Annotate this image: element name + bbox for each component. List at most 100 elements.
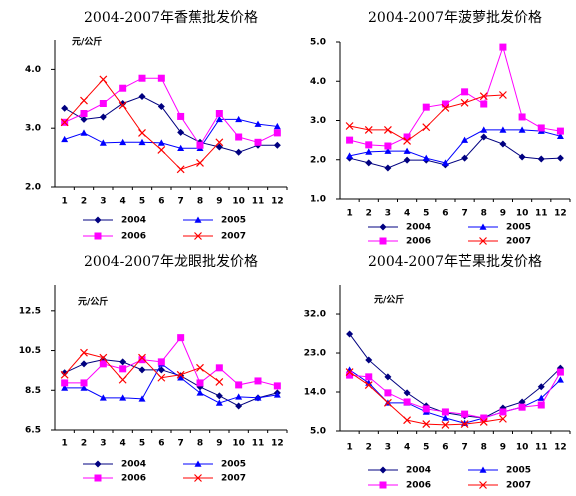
data-point: [99, 100, 107, 108]
data-point: [138, 128, 146, 137]
y-tick-label: 4.0: [25, 65, 41, 75]
x-tick-label: 10: [516, 209, 529, 219]
data-point: [403, 416, 412, 425]
data-point: [61, 384, 69, 391]
chart-title: 2004-2007年龙眼批发价格: [84, 254, 258, 270]
x-tick-label: 4: [120, 439, 126, 449]
data-point: [215, 399, 223, 406]
data-point: [99, 139, 107, 146]
data-point: [480, 414, 488, 422]
data-point: [556, 132, 564, 139]
data-point: [215, 115, 223, 123]
legend-label: 2006: [121, 232, 146, 242]
data-point: [80, 384, 88, 391]
legend-label: 2007: [221, 232, 246, 242]
data-point: [254, 120, 262, 127]
data-point: [461, 136, 469, 143]
data-point: [518, 153, 526, 161]
data-point: [138, 395, 146, 402]
x-tick-label: 1: [62, 439, 68, 449]
chart-title: 2004-2007年香蕉批发价格: [84, 10, 258, 26]
legend-label: 2004: [406, 223, 431, 233]
data-point: [215, 110, 223, 117]
data-point: [499, 140, 507, 148]
data-point: [177, 374, 185, 381]
data-point: [537, 394, 545, 401]
data-point: [556, 368, 564, 376]
data-point: [480, 100, 488, 108]
data-point: [119, 100, 127, 108]
data-point: [80, 96, 88, 105]
data-point: [80, 110, 88, 117]
legend-marker: [94, 232, 102, 240]
data-point: [498, 91, 507, 99]
data-point: [273, 129, 281, 137]
y-tick-label: 5.0: [310, 427, 326, 437]
series-line: [64, 336, 278, 387]
data-point: [499, 408, 507, 416]
data-point: [422, 405, 430, 413]
data-point: [441, 159, 449, 166]
legend-marker: [479, 481, 487, 489]
series-line: [349, 371, 561, 419]
legend-marker: [194, 474, 202, 482]
x-tick-label: 6: [442, 209, 448, 219]
data-point: [80, 115, 88, 123]
data-point: [61, 135, 69, 143]
legend-label: 2006: [406, 481, 431, 491]
y-tick-label: 1.0: [310, 195, 326, 205]
x-tick-label: 2: [366, 209, 372, 219]
x-tick-label: 5: [423, 209, 429, 219]
x-tick-label: 7: [461, 209, 467, 219]
data-point: [215, 138, 224, 147]
y-tick-label: 6.5: [25, 426, 41, 436]
data-point: [99, 113, 107, 121]
data-point: [99, 353, 108, 362]
data-point: [80, 379, 88, 387]
data-point: [384, 142, 392, 150]
chart-title: 2004-2007年菠萝批发价格: [368, 10, 542, 26]
data-point: [365, 159, 373, 167]
data-point: [422, 420, 431, 428]
data-point: [537, 155, 545, 163]
data-point: [61, 104, 69, 112]
data-point: [273, 391, 281, 398]
x-tick-label: 10: [232, 439, 245, 449]
data-point: [196, 363, 204, 372]
data-point: [157, 139, 165, 146]
data-point: [118, 101, 127, 110]
x-tick-label: 4: [404, 209, 410, 219]
legend-marker: [379, 481, 387, 489]
x-tick-label: 11: [252, 197, 265, 207]
data-point: [119, 394, 127, 401]
data-point: [518, 113, 526, 121]
data-point: [384, 164, 392, 172]
legend-label: 2004: [121, 460, 146, 470]
x-tick-label: 7: [178, 197, 184, 207]
x-tick-label: 6: [158, 439, 164, 449]
x-tick-label: 8: [197, 439, 203, 449]
legend-label: 2007: [221, 474, 246, 484]
data-point: [196, 379, 204, 387]
y-tick-label: 8.5: [25, 386, 41, 396]
data-point: [403, 389, 411, 397]
data-point: [461, 88, 469, 96]
data-point: [384, 389, 392, 397]
data-point: [61, 369, 69, 377]
data-point: [119, 365, 127, 373]
data-point: [365, 356, 373, 364]
data-point: [157, 102, 165, 110]
data-point: [157, 373, 166, 382]
data-point: [235, 393, 243, 400]
data-point: [215, 364, 223, 372]
x-tick-label: 7: [461, 443, 467, 453]
data-point: [365, 148, 373, 155]
legend-label: 2005: [221, 460, 246, 470]
data-point: [138, 366, 146, 374]
x-tick-label: 2: [81, 197, 87, 207]
data-point: [196, 158, 204, 167]
data-point: [346, 136, 354, 144]
legend-label: 2004: [406, 466, 431, 476]
data-point: [345, 122, 354, 130]
data-point: [177, 144, 185, 151]
